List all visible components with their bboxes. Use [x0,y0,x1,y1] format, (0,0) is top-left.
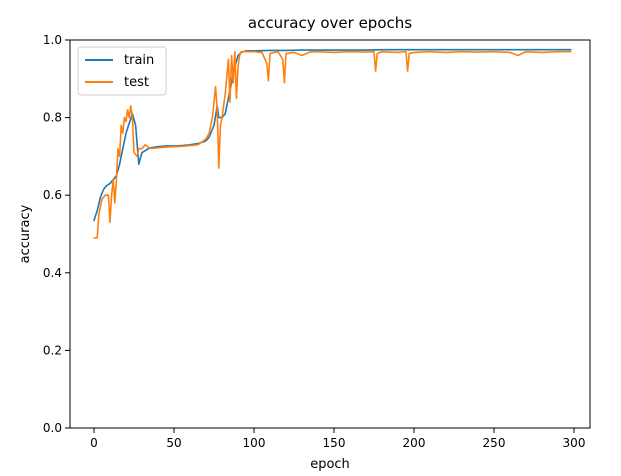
legend-label-test: test [124,75,149,90]
series-line-train [93,48,572,222]
plot-area [69,39,591,429]
y-axis-label: accuracy [18,204,33,263]
y-tick-label: 0.0 [43,421,62,435]
y-tick-label: 0.2 [43,343,62,357]
y-tick-label: 0.6 [43,188,62,202]
series-layer [93,48,572,239]
x-tick-label: 0 [90,436,98,450]
y-tick-label: 0.4 [43,266,62,280]
x-tick-label: 100 [243,436,266,450]
chart-title: accuracy over epochs [248,14,412,32]
x-tick-label: 250 [483,436,506,450]
series-line-test [93,50,572,239]
y-axis: 0.0 0.2 0.4 0.6 0.8 1.0 [43,33,70,435]
legend-label-train: train [124,53,154,68]
x-axis-label: epoch [310,457,350,472]
x-tick-label: 200 [403,436,426,450]
x-axis: 0 50 100 150 200 250 300 [90,428,585,450]
x-tick-label: 150 [323,436,346,450]
y-tick-label: 0.8 [43,111,62,125]
y-tick-label: 1.0 [43,33,62,47]
legend: train test [77,46,167,96]
x-tick-label: 50 [166,436,181,450]
x-tick-label: 300 [563,436,586,450]
